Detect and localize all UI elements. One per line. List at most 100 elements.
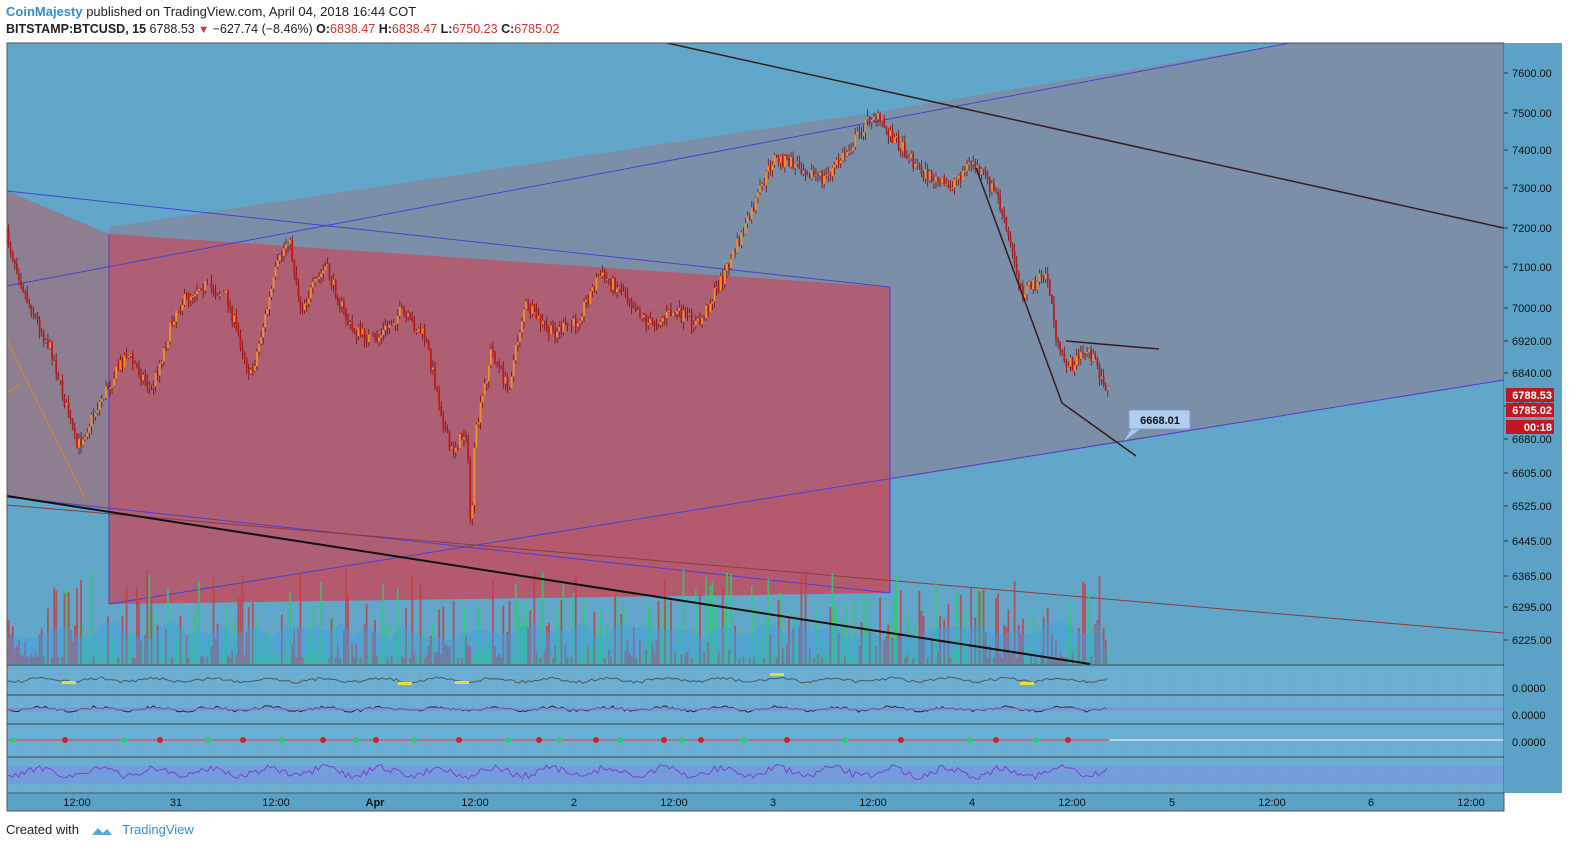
volume-bar bbox=[473, 657, 476, 664]
volume-bar bbox=[138, 601, 140, 664]
candle-body bbox=[208, 281, 211, 283]
volume-bar bbox=[990, 657, 993, 664]
volume-bar bbox=[564, 644, 567, 664]
candle-body bbox=[76, 433, 78, 448]
volume-bar bbox=[603, 658, 606, 664]
signal-dot bbox=[698, 737, 704, 743]
candle-body bbox=[86, 432, 89, 437]
volume-bar bbox=[736, 657, 739, 664]
candle-body bbox=[241, 347, 244, 354]
y-tick-label: 7100.00 bbox=[1512, 262, 1552, 274]
candle-body bbox=[767, 165, 770, 172]
candle-body bbox=[442, 416, 445, 428]
volume-bar bbox=[639, 639, 641, 664]
candle-body bbox=[562, 322, 565, 333]
volume-bar bbox=[469, 646, 472, 664]
wedge-lower-line bbox=[975, 167, 1137, 457]
volume-bar bbox=[251, 602, 254, 664]
volume-bar bbox=[570, 657, 573, 664]
volume-bar bbox=[492, 578, 494, 664]
volume-bar bbox=[115, 657, 118, 664]
volume-bar bbox=[210, 646, 213, 664]
volume-bar bbox=[345, 568, 347, 664]
tradingview-link[interactable]: TradingView bbox=[122, 822, 194, 837]
volume-bar bbox=[305, 655, 308, 664]
candle-body bbox=[57, 373, 60, 381]
volume-bar bbox=[610, 657, 612, 664]
candle-body bbox=[483, 383, 486, 396]
candle-body bbox=[1104, 385, 1107, 391]
candle-body bbox=[566, 322, 569, 327]
volume-bar bbox=[914, 623, 917, 664]
candle-body bbox=[1007, 230, 1010, 236]
volume-bar bbox=[409, 657, 412, 664]
created-with-text: Created with bbox=[6, 822, 79, 837]
candle-body bbox=[941, 177, 944, 184]
candle-body bbox=[13, 259, 16, 265]
candle-body bbox=[303, 303, 306, 311]
volume-bar bbox=[941, 655, 944, 664]
candle-body bbox=[947, 183, 950, 187]
volume-bar bbox=[117, 657, 120, 664]
signal-dot bbox=[505, 737, 511, 743]
candle-body bbox=[587, 299, 590, 305]
volume-bar bbox=[177, 625, 180, 664]
volume-bar bbox=[628, 653, 631, 664]
candle-body bbox=[42, 332, 45, 342]
volume-bar bbox=[783, 647, 786, 664]
volume-bar bbox=[266, 657, 269, 664]
candle-body bbox=[73, 428, 76, 434]
volume-bar bbox=[620, 614, 623, 664]
price-axis[interactable]: 7600.00 7500.00 7400.00 7300.00 7200.00 7100.… bbox=[1504, 43, 1562, 793]
candle-body bbox=[171, 322, 174, 326]
volume-bar bbox=[916, 657, 919, 664]
author-link[interactable]: CoinMajesty bbox=[6, 4, 83, 19]
candle-body bbox=[603, 272, 606, 280]
candle-body bbox=[649, 318, 652, 324]
volume-bar bbox=[843, 656, 846, 664]
candle-body bbox=[251, 369, 254, 371]
volume-bar bbox=[552, 657, 554, 664]
candle-body bbox=[349, 322, 352, 324]
volume-bar bbox=[216, 623, 219, 664]
volume-bar bbox=[92, 657, 95, 664]
candle-body bbox=[82, 439, 85, 446]
volume-bar bbox=[1084, 583, 1086, 664]
candle-body bbox=[297, 282, 300, 297]
candle-body bbox=[351, 322, 354, 329]
volume-bar bbox=[947, 603, 950, 664]
volume-bar bbox=[165, 629, 167, 664]
volume-bar bbox=[870, 644, 873, 664]
candle-body bbox=[494, 351, 496, 363]
volume-bar bbox=[102, 643, 105, 664]
volume-bar bbox=[856, 657, 859, 664]
volume-bar bbox=[910, 657, 913, 664]
candle-body bbox=[396, 315, 399, 324]
volume-bar bbox=[988, 645, 991, 664]
indicator-value-label: 0.0000 bbox=[1512, 737, 1546, 749]
volume-bar bbox=[485, 656, 488, 664]
volume-bar bbox=[109, 629, 111, 664]
candle-body bbox=[94, 412, 97, 417]
volume-bar bbox=[146, 571, 149, 664]
volume-bar bbox=[906, 654, 908, 664]
volume-bar bbox=[982, 589, 985, 664]
volume-bar bbox=[86, 636, 89, 664]
volume-bar bbox=[887, 624, 890, 664]
candle-body bbox=[173, 321, 176, 326]
candle-body bbox=[465, 437, 467, 439]
volume-bar bbox=[607, 650, 610, 664]
candle-body bbox=[415, 330, 418, 332]
volume-bar bbox=[407, 635, 410, 664]
candle-body bbox=[808, 175, 811, 179]
volume-bar bbox=[283, 657, 285, 664]
volume-bar bbox=[897, 633, 900, 664]
candle-body bbox=[436, 388, 438, 392]
candle-body bbox=[458, 433, 461, 449]
low-value: 6750.23 bbox=[452, 22, 498, 36]
candle-body bbox=[881, 118, 884, 121]
signal-dot bbox=[1065, 737, 1071, 743]
volume-bar bbox=[827, 646, 830, 664]
candle-body bbox=[1075, 355, 1078, 366]
